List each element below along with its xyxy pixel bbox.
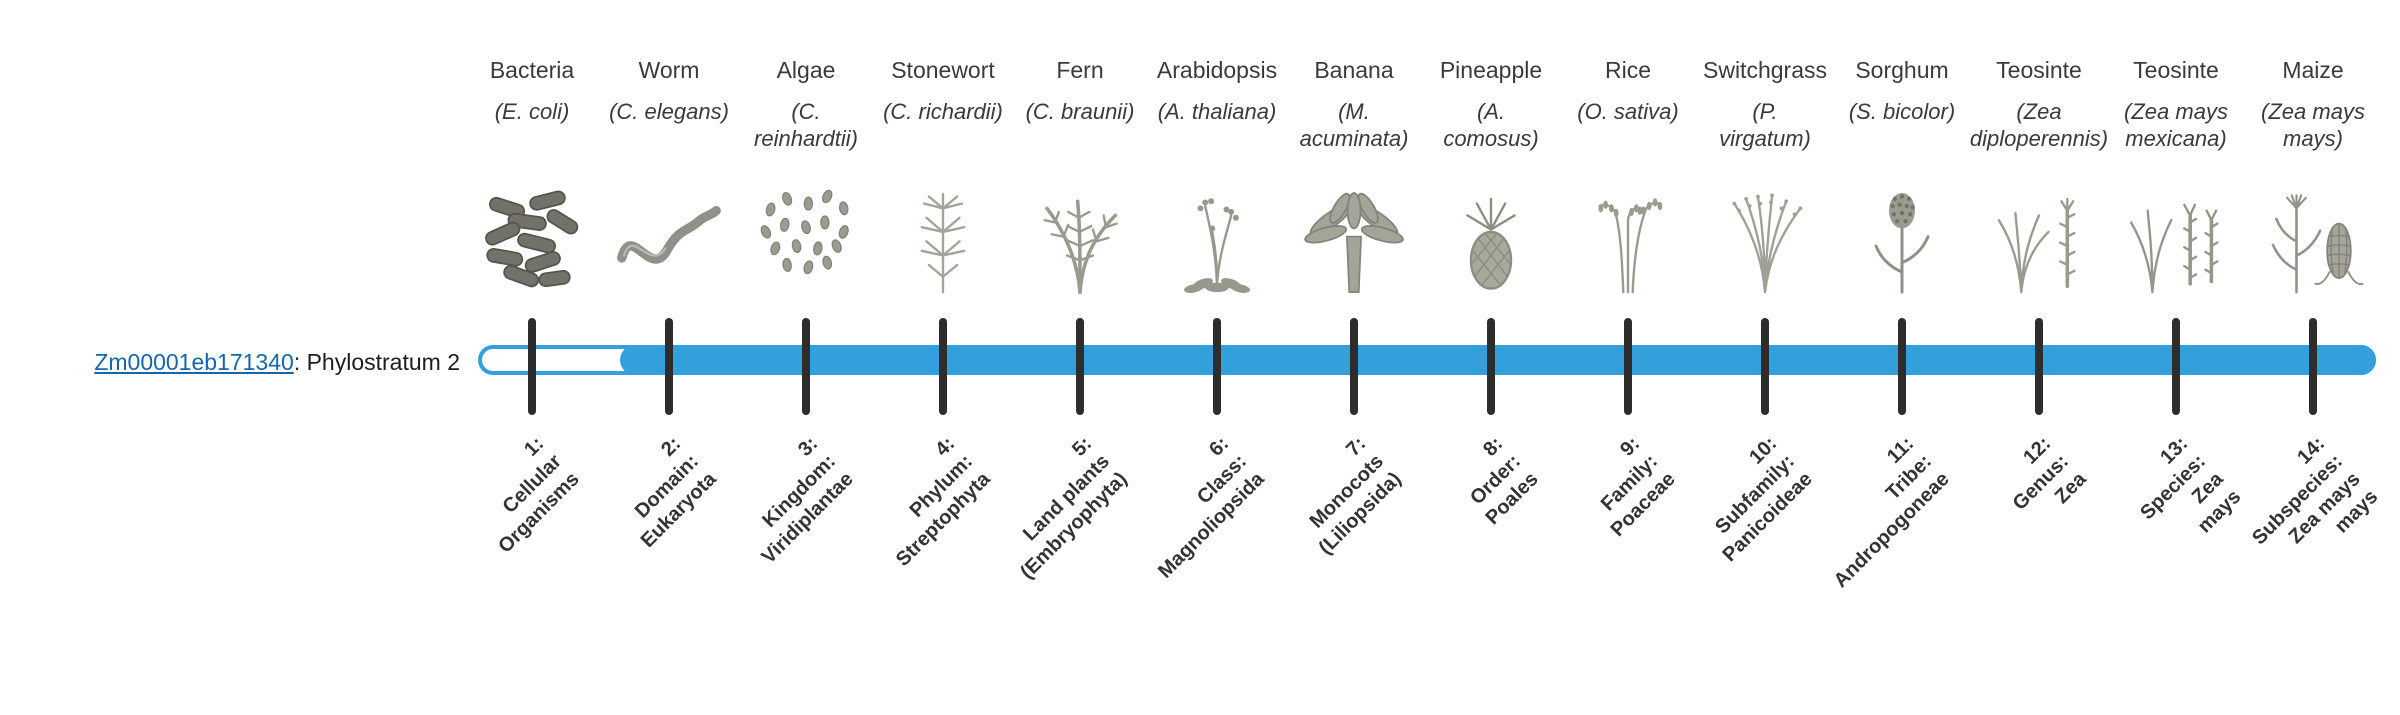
bacteria-icon: [466, 170, 598, 298]
worm-icon: [603, 170, 735, 298]
sorghum-icon: [1836, 170, 1968, 298]
taxon-scientific-name: (C. richardii): [883, 99, 1003, 124]
rice-icon: [1562, 170, 1694, 298]
stratum-tick-6: [1213, 318, 1221, 415]
taxon-scientific-name: (Zea mays mays): [2261, 99, 2365, 151]
gene-label: Zm00001eb171340: Phylostratum 2: [20, 349, 460, 375]
taxon-common-name: Teosinte: [1996, 57, 2082, 83]
taxon-scientific-name: (A. comosus): [1443, 99, 1539, 151]
stratum-tick-14: [2309, 318, 2317, 415]
taxon-header-teosinte-mexicana: Teosinte (Zea mays mexicana): [2091, 56, 2261, 152]
taxon-common-name: Switchgrass: [1703, 57, 1827, 83]
stonewort-icon: [877, 170, 1009, 298]
taxon-header-algae: Algae (C. reinhardtii): [721, 56, 891, 152]
teosinte-diploperennis-icon: [1973, 170, 2105, 298]
taxon-scientific-name: (S. bicolor): [1848, 99, 1956, 124]
taxon-common-name: Algae: [776, 57, 836, 83]
taxon-scientific-name: (M. acuminata): [1299, 99, 1409, 151]
stratum-tick-4: [939, 318, 947, 415]
taxon-common-name: Stonewort: [891, 57, 995, 83]
timeline-fill: [620, 345, 2376, 375]
taxon-header-switchgrass: Switchgrass (P. virgatum): [1680, 56, 1850, 152]
stratum-tick-2: [665, 318, 673, 415]
stratum-tick-1: [528, 318, 536, 415]
taxon-common-name: Sorghum: [1855, 57, 1949, 83]
gene-phylostratum-text: : Phylostratum 2: [293, 349, 460, 375]
gene-id-link[interactable]: Zm00001eb171340: [94, 349, 294, 375]
taxon-common-name: Teosinte: [2133, 57, 2219, 83]
taxon-scientific-name: (C. reinhardtii): [754, 99, 858, 151]
taxon-header-banana: Banana (M. acuminata): [1269, 56, 1439, 152]
algae-icon: [740, 170, 872, 298]
phylostratum-diagram: Zm00001eb171340: Phylostratum 2 Bacteria…: [20, 56, 2398, 592]
stratum-tick-9: [1624, 318, 1632, 415]
taxon-common-name: Pineapple: [1439, 57, 1543, 83]
taxon-scientific-name: (P. virgatum): [1719, 99, 1811, 151]
stratum-tick-13: [2172, 318, 2180, 415]
taxon-scientific-name: (C. elegans): [609, 99, 729, 124]
taxon-header-arabidopsis: Arabidopsis (A. thaliana): [1132, 56, 1302, 125]
taxon-common-name: Worm: [638, 57, 700, 83]
taxon-header-pineapple: Pineapple (A. comosus): [1406, 56, 1576, 152]
stratum-tick-8: [1487, 318, 1495, 415]
taxon-common-name: Fern: [1056, 57, 1104, 83]
pineapple-icon: [1425, 170, 1557, 298]
taxon-common-name: Banana: [1314, 57, 1394, 83]
taxon-scientific-name: (C. braunii): [1025, 99, 1135, 124]
taxon-header-rice: Rice (O. sativa): [1543, 56, 1713, 125]
arabidopsis-icon: [1151, 170, 1283, 298]
banana-icon: [1288, 170, 1420, 298]
taxon-scientific-name: (A. thaliana): [1157, 99, 1277, 124]
taxon-common-name: Bacteria: [489, 57, 575, 83]
stratum-tick-10: [1761, 318, 1769, 415]
stratum-tick-7: [1350, 318, 1358, 415]
taxon-header-bacteria: Bacteria (E. coli): [447, 56, 617, 125]
taxon-common-name: Maize: [2282, 57, 2344, 83]
stratum-tick-12: [2035, 318, 2043, 415]
taxon-scientific-name: (O. sativa): [1577, 99, 1679, 124]
fern-icon: [1014, 170, 1146, 298]
switchgrass-icon: [1699, 170, 1831, 298]
taxon-header-stonewort: Stonewort (C. richardii): [858, 56, 1028, 125]
maize-icon: [2247, 170, 2379, 298]
taxon-header-worm: Worm (C. elegans): [584, 56, 754, 125]
taxon-common-name: Rice: [1604, 57, 1651, 83]
taxon-header-teosinte-diploperennis: Teosinte (Zea diploperennis): [1954, 56, 2124, 152]
taxon-scientific-name: (Zea diploperennis): [1969, 99, 2109, 151]
taxon-header-sorghum: Sorghum (S. bicolor): [1817, 56, 1987, 125]
taxon-header-fern: Fern (C. braunii): [995, 56, 1165, 125]
teosinte-mexicana-icon: [2110, 170, 2242, 298]
taxon-scientific-name: (Zea mays mexicana): [2124, 99, 2228, 151]
taxon-header-maize: Maize (Zea mays mays): [2228, 56, 2398, 152]
stratum-tick-3: [802, 318, 810, 415]
taxon-scientific-name: (E. coli): [494, 99, 570, 124]
stratum-tick-5: [1076, 318, 1084, 415]
taxon-common-name: Arabidopsis: [1156, 57, 1278, 83]
stratum-tick-11: [1898, 318, 1906, 415]
